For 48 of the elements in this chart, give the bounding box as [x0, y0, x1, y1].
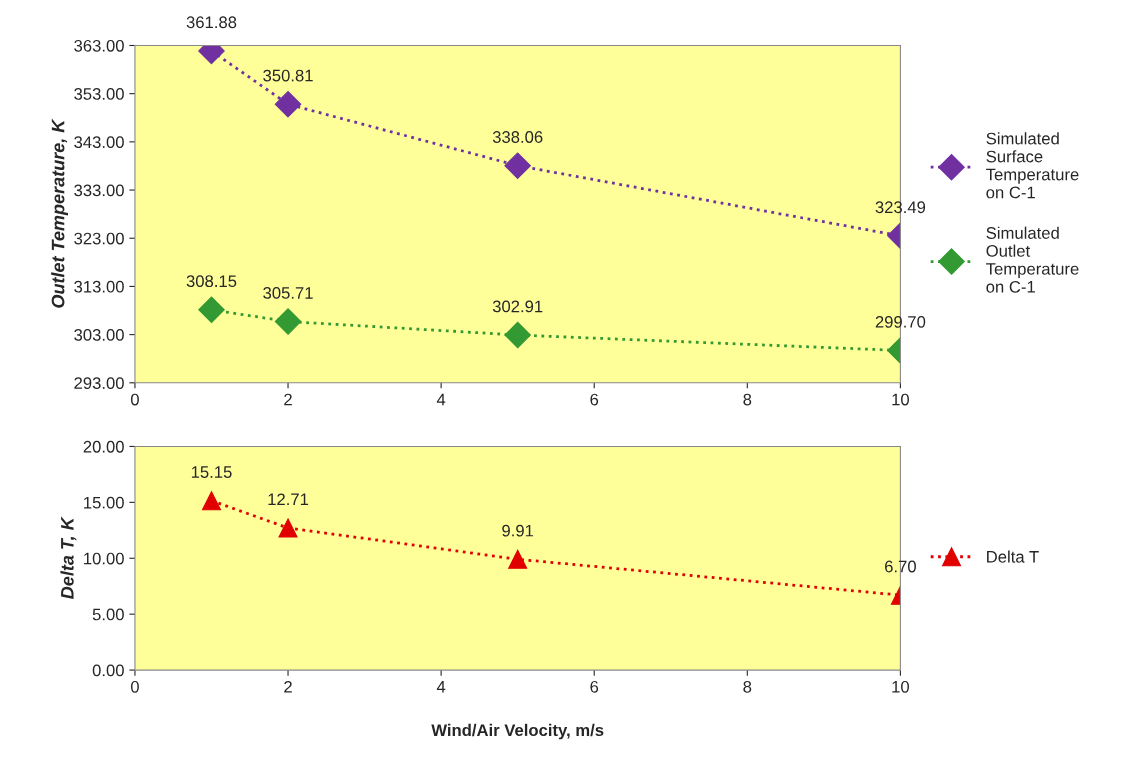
x-tick-label: 2: [284, 393, 292, 406]
data-label: 323.49: [875, 201, 926, 214]
data-label: 305.71: [263, 287, 313, 299]
x-tick-label: 8: [743, 680, 752, 693]
data-label: 6.70: [885, 560, 916, 573]
x-tick-label: 4: [436, 681, 446, 693]
y-tick-label: 5.00: [92, 608, 124, 621]
y-axis-title: Delta T, K: [60, 516, 77, 599]
data-label: 9.91: [502, 524, 534, 537]
x-tick-label: 2: [284, 680, 292, 693]
point: [274, 308, 302, 335]
data-label: 302.91: [492, 300, 543, 313]
y-tick-label: 353.00: [74, 88, 124, 100]
y-tick-label: 15.00: [84, 496, 124, 509]
data-label: 350.81: [263, 69, 313, 82]
x-tick-label: 10: [892, 393, 910, 406]
data-label: 299.70: [875, 315, 926, 328]
data-label: 12.71: [268, 493, 309, 506]
x-axis-title: Wind/Air Velocity, m/s: [431, 723, 604, 740]
x-tick-label: 6: [590, 393, 599, 406]
y-tick-label: 363.00: [74, 39, 124, 52]
x-tick-label: 0: [130, 680, 139, 693]
x-tick-label: 0: [130, 393, 139, 406]
y-tick-label: 20.00: [83, 440, 124, 453]
x-tick-label: 6: [590, 680, 599, 693]
point: [201, 491, 222, 511]
y-tick-label: 343.00: [74, 136, 124, 149]
y-axis-title: Outlet Temperature, K: [51, 118, 68, 308]
y-tick-label: 313.00: [74, 280, 124, 293]
point: [198, 296, 225, 324]
data-label: 338.06: [492, 131, 543, 143]
point: [274, 90, 302, 118]
x-tick-label: 4: [436, 393, 446, 406]
legend-label: Simulated Outlet Temperature on C-1: [986, 226, 1079, 293]
point: [278, 518, 298, 538]
x-tick-label: 8: [743, 393, 752, 406]
y-tick-label: 303.00: [74, 329, 124, 341]
legend-label: Delta T: [987, 550, 1039, 563]
y-tick-label: 293.00: [74, 377, 124, 389]
x-tick-label: 10: [892, 680, 910, 693]
y-tick-label: 10.00: [84, 552, 124, 565]
data-label: 15.15: [191, 466, 232, 478]
data-label: 308.15: [186, 275, 237, 288]
y-tick-label: 323.00: [74, 232, 124, 245]
data-label: 361.88: [186, 16, 237, 29]
y-tick-label: 333.00: [74, 184, 124, 197]
y-tick-label: 0.00: [92, 664, 124, 677]
legend-label: Simulated Surface Temperature on C-1: [986, 132, 1079, 199]
